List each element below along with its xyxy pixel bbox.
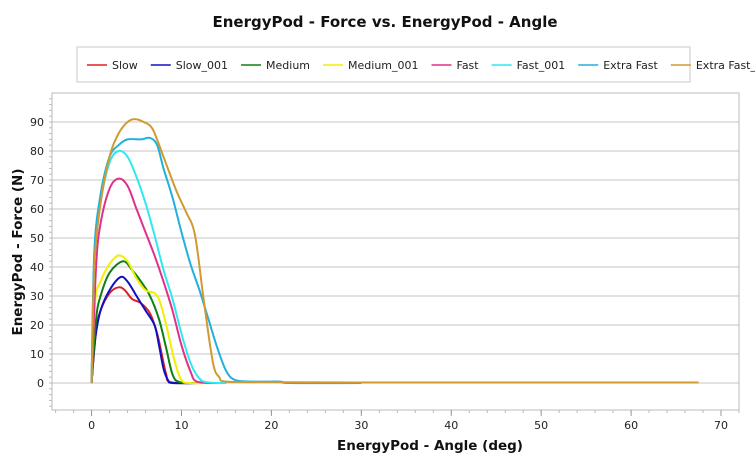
legend-label: Extra Fast_001 (696, 59, 755, 72)
x-axis-label: EnergyPod - Angle (deg) (337, 438, 523, 454)
legend-label: Medium (266, 59, 310, 72)
x-tick-label: 70 (714, 419, 728, 432)
series-line-fast (90, 177, 218, 385)
legend-label: Slow_001 (176, 59, 228, 72)
y-tick-label: 20 (30, 319, 44, 332)
x-tick-label: 0 (88, 419, 95, 432)
series-line-medium_001 (90, 254, 209, 385)
legend: Slow Slow_001 Medium Medium_001 Fast Fast_001… (87, 59, 755, 72)
legend-label: Medium_001 (348, 59, 418, 72)
x-tick-label: 60 (624, 419, 638, 432)
series-line-extra-fast_001 (90, 118, 699, 384)
x-tick-label: 20 (264, 419, 278, 432)
x-tick-label: 30 (354, 419, 368, 432)
gridlines (52, 121, 739, 384)
y-tick-label: 40 (30, 261, 44, 274)
y-tick-label: 10 (30, 348, 44, 361)
y-tick-label: 90 (30, 116, 44, 129)
series-line-extra-fast (90, 136, 362, 385)
legend-label: Fast_001 (517, 59, 566, 72)
axis-ticks: 0 10 20 30 40 50 60 70 80 90 0 10 20 30 40 50 60 70 (30, 98, 740, 432)
x-tick-label: 10 (174, 419, 188, 432)
y-tick-label: 0 (37, 377, 44, 390)
y-tick-label: 60 (30, 203, 44, 216)
legend-label: Extra Fast (603, 59, 658, 72)
series-lines (90, 118, 699, 385)
series-line-medium (90, 260, 200, 385)
y-tick-label: 70 (30, 174, 44, 187)
x-tick-label: 50 (534, 419, 548, 432)
y-tick-label: 30 (30, 290, 44, 303)
y-tick-label: 80 (30, 145, 44, 158)
legend-label: Fast (457, 59, 480, 72)
legend-label: Slow (112, 59, 138, 72)
series-line-slow (90, 286, 200, 385)
series-line-slow_001 (90, 275, 200, 385)
plot-area (51, 92, 740, 411)
y-axis-label: EnergyPod - Force (N) (10, 168, 26, 335)
y-tick-label: 50 (30, 232, 44, 245)
chart-title: EnergyPod - Force vs. EnergyPod - Angle (212, 13, 557, 31)
x-tick-label: 40 (444, 419, 458, 432)
